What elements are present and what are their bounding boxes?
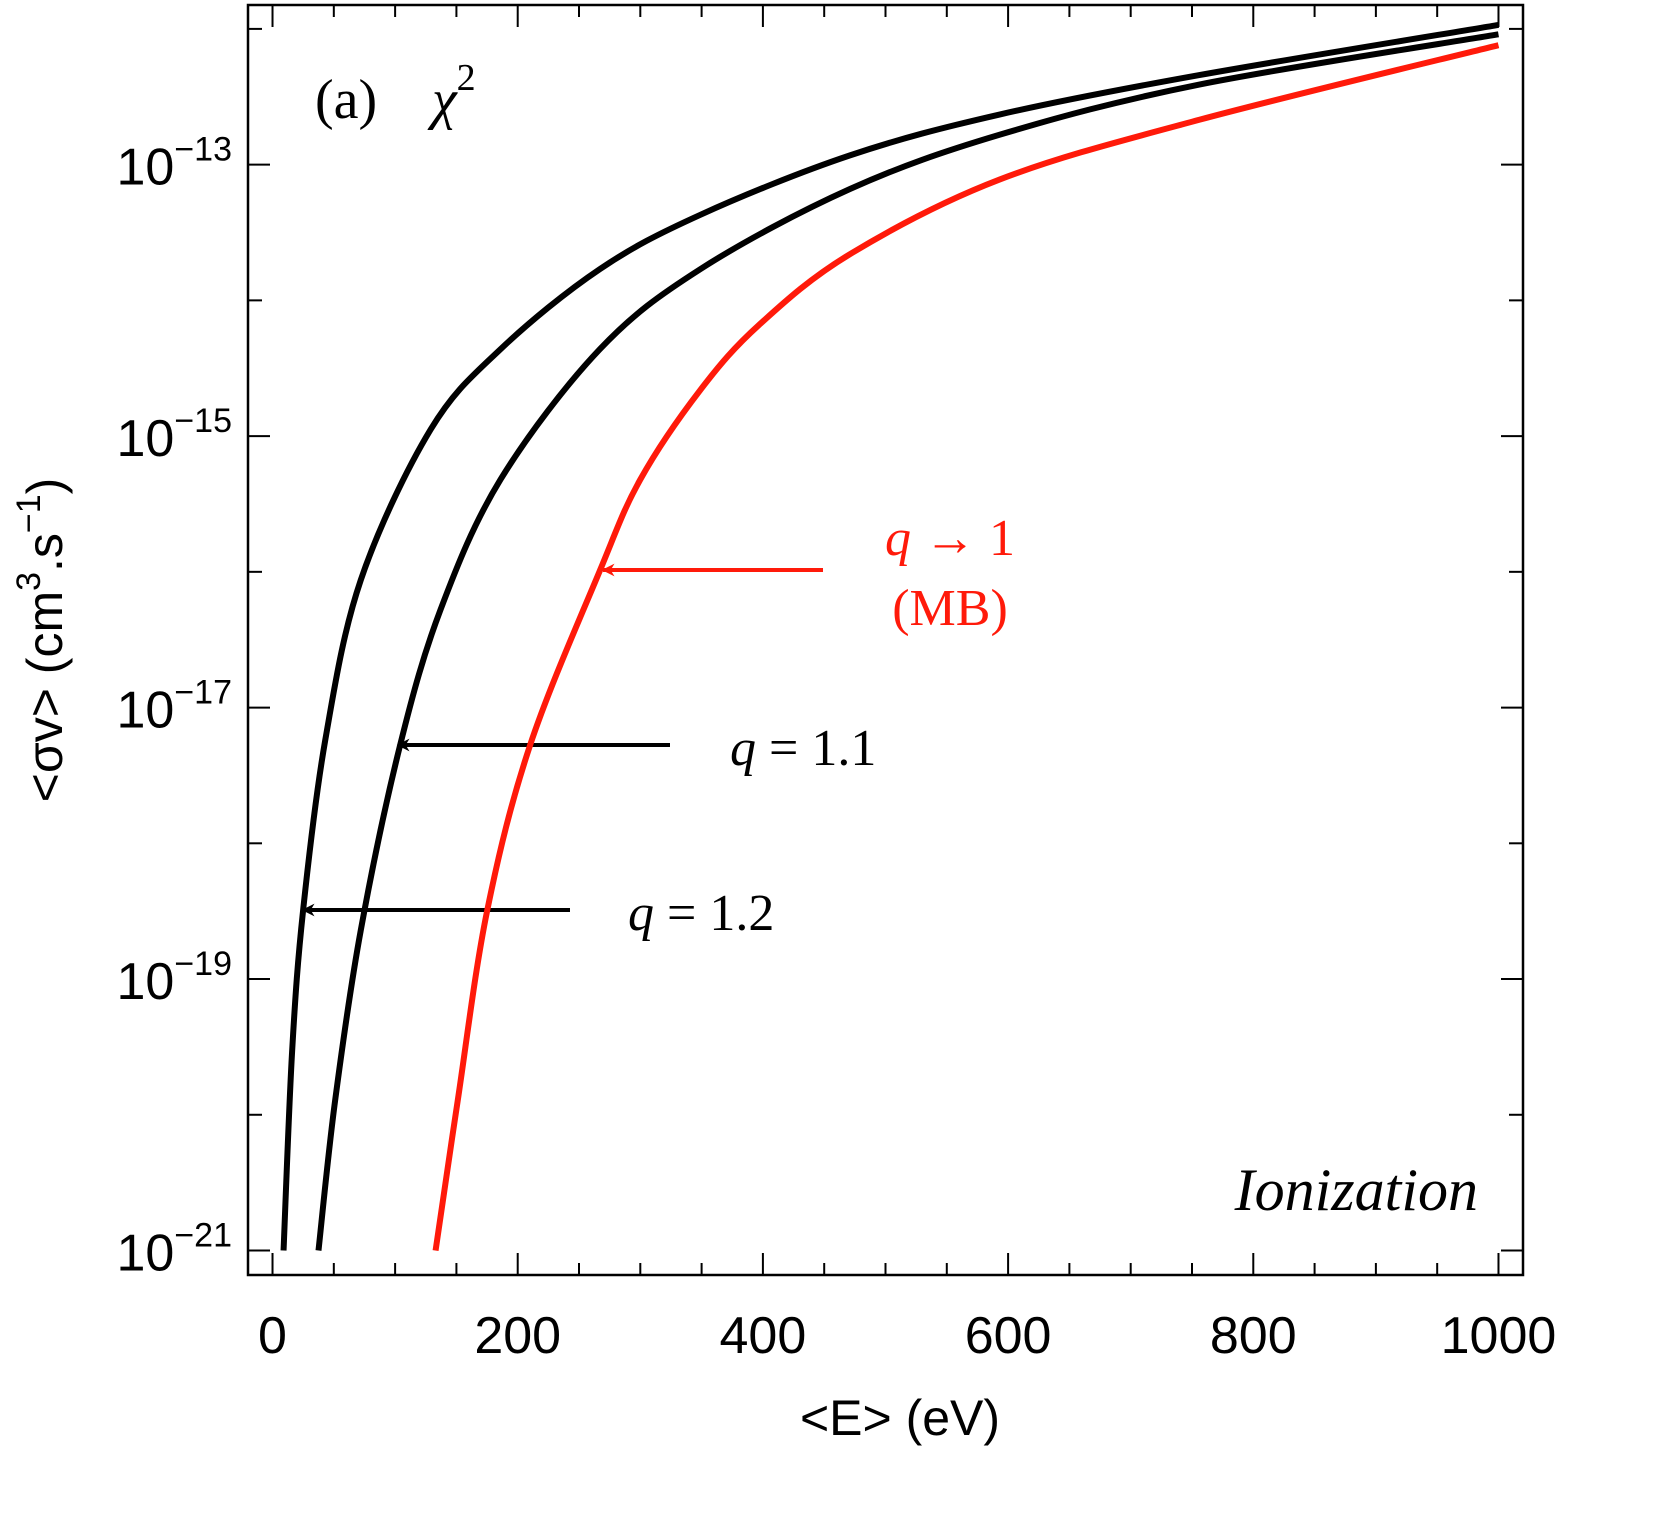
- y-tick-label: 10−21: [116, 1217, 232, 1283]
- curve-label: q = 1.2: [628, 885, 774, 942]
- y-axis-label: <σv> (cm3.s−1): [10, 478, 73, 803]
- x-tick-label: 0: [258, 1307, 287, 1365]
- curve: [280, 21, 1499, 1251]
- x-tick-label: 400: [720, 1307, 807, 1365]
- panel-label: (a): [315, 69, 377, 131]
- x-tick-label: 1000: [1441, 1307, 1557, 1365]
- curve-label: q = 1.1: [730, 720, 876, 777]
- panel-symbol: χ2: [427, 57, 476, 131]
- process-label: Ionization: [1234, 1157, 1478, 1223]
- x-tick-label: 200: [474, 1307, 561, 1365]
- y-tick-label: 10−15: [116, 402, 232, 468]
- x-tick-label: 800: [1210, 1307, 1297, 1365]
- curve: [315, 31, 1499, 1251]
- y-tick-label: 10−17: [116, 674, 232, 740]
- x-tick-label: 600: [965, 1307, 1052, 1365]
- x-axis-label: <E> (eV): [800, 1390, 1000, 1446]
- plot-frame: [246, 3, 1525, 1277]
- annotation: (MB): [892, 580, 1008, 637]
- y-tick-label: 10−19: [116, 945, 232, 1011]
- y-tick-label: 10−13: [116, 131, 232, 197]
- curve: [432, 42, 1500, 1251]
- curve-label: q → 1: [885, 510, 1015, 567]
